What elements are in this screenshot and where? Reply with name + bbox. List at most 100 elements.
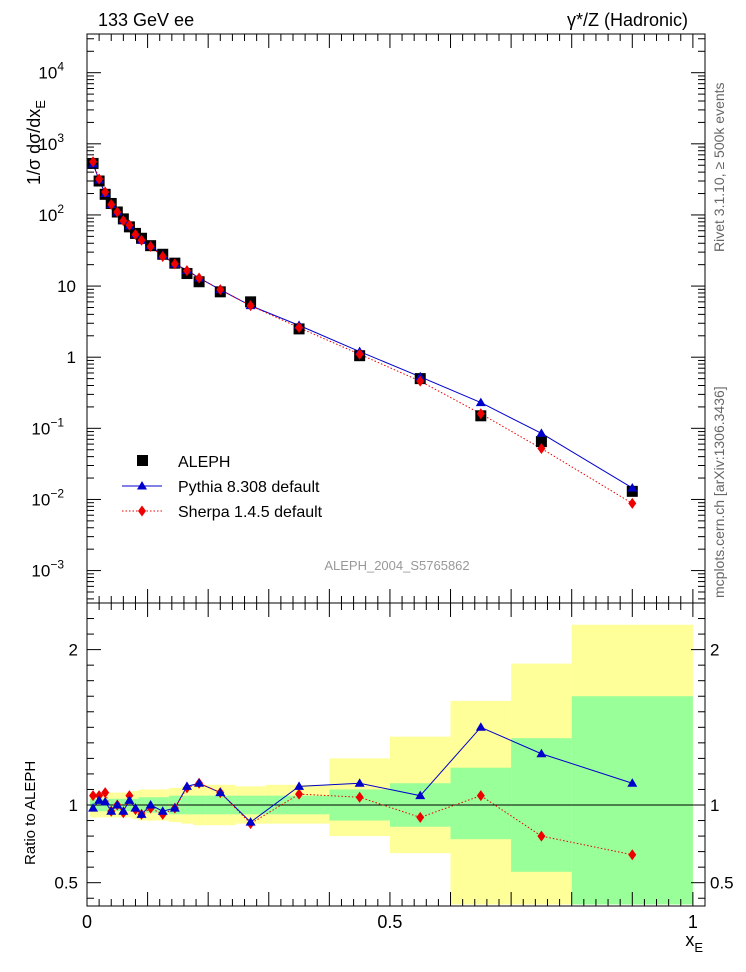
legend-label-aleph: ALEPH (178, 454, 230, 471)
sherpa-point (216, 284, 225, 296)
pythia-ratio-point (88, 803, 99, 812)
sherpa-line (92, 161, 633, 504)
pythia-ratio-point (415, 790, 426, 800)
pythia-ratio-point (124, 795, 135, 804)
ratio-y-tick-label: 2 (69, 641, 78, 660)
sherpa-point (158, 251, 167, 263)
sherpa-point (182, 265, 191, 277)
pythia-ratio-point (130, 803, 141, 812)
x-tick-label: 0 (82, 912, 92, 932)
ratio-frame (86, 602, 706, 907)
pythia-point (627, 482, 638, 492)
pythia-ratio-point (181, 781, 192, 790)
pythia-ratio-point (194, 778, 205, 787)
main-y-tick-label: 10−2 (31, 486, 64, 509)
x-axis-label: xE (685, 930, 703, 955)
sherpa-point (416, 375, 425, 387)
sherpa-point (295, 322, 304, 334)
pythia-ratio-point (118, 806, 129, 815)
pythia-point (536, 428, 547, 437)
sherpa-ratio-point (101, 787, 110, 799)
pythia-ratio-point (136, 809, 147, 818)
process-label: γ*/Z (Hadronic) (567, 10, 688, 30)
main-y-tick-label: 10−1 (31, 415, 64, 438)
legend-item-aleph: ALEPH (137, 454, 230, 471)
legend-marker-sherpa (138, 505, 146, 517)
pythia-point (475, 397, 486, 407)
pythia-ratio-point (475, 722, 486, 731)
sherpa-point (101, 186, 110, 198)
ratio-y-axis-label: Ratio to ALEPH (22, 761, 39, 865)
pythia-ratio-point (106, 806, 117, 815)
legend-item-sherpa: Sherpa 1.4.5 default (122, 504, 323, 521)
ratio-axes: 0 0.5 10.5 0.51 12 2 (54, 603, 734, 932)
ratio-y-tick-label-right: 0.5 (710, 874, 734, 893)
main-y-tick-label: 10 (57, 277, 76, 296)
sherpa-point (119, 215, 128, 227)
pythia-line (92, 163, 633, 489)
rivet-version-label: Rivet 3.1.10, ≥ 500k events (711, 82, 727, 252)
pythia-ratio-point (145, 800, 156, 809)
sherpa-point (146, 241, 155, 253)
legend-marker-aleph (137, 455, 148, 466)
pythia-ratio-point (536, 748, 547, 758)
sherpa-ratio-point (628, 849, 637, 861)
analysis-id-label: ALEPH_2004_S5765862 (324, 558, 469, 573)
sherpa-point (89, 156, 98, 168)
sherpa-point (125, 219, 134, 231)
main-y-tick-label: 104 (38, 60, 64, 83)
sherpa-point (628, 497, 637, 509)
ratio-y-tick-label-right: 2 (710, 641, 719, 660)
legend-label-sherpa: Sherpa 1.4.5 default (178, 504, 323, 521)
ratio-y-tick-label-right: 1 (710, 796, 719, 815)
ratio-data-marks (88, 722, 638, 861)
sherpa-point (107, 199, 116, 211)
aleph-point (535, 436, 547, 448)
main-y-tick-label: 1 (67, 348, 76, 367)
main-y-tick-label: 102 (38, 202, 64, 225)
sherpa-point (131, 229, 140, 241)
pythia-ratio-point (157, 806, 168, 815)
inner-uncertainty-band (450, 767, 512, 840)
sherpa-point (95, 173, 104, 185)
ratio-panel: 0 0.5 10.5 0.51 12 2 Ratio to ALEPH (22, 602, 734, 932)
pythia-ratio-point (294, 781, 305, 790)
sherpa-ratio-point (537, 830, 546, 842)
sherpa-point (476, 408, 485, 420)
sherpa-ratio-line (93, 782, 633, 856)
pythia-ratio-point (112, 800, 123, 809)
ratio-y-tick-label: 0.5 (54, 874, 78, 893)
legend-item-pythia: Pythia 8.308 default (122, 479, 320, 496)
pythia-ratio-point (100, 796, 111, 806)
sherpa-point (170, 258, 179, 270)
ratio-y-tick-label: 1 (69, 796, 78, 815)
sherpa-point (537, 443, 546, 455)
legend: ALEPH Pythia 8.308 default Sherpa 1.4.5 … (122, 454, 323, 521)
mcplots-reference-label: mcplots.cern.ch [arXiv:1306.3436] (711, 386, 727, 598)
main-data-marks (87, 156, 638, 509)
sherpa-point (195, 272, 204, 284)
sherpa-point (137, 234, 146, 246)
sherpa-point (246, 300, 255, 312)
pythia-ratio-point (245, 817, 256, 826)
main-y-tick-label: 10−3 (31, 558, 64, 581)
pythia-ratio-point (627, 778, 638, 787)
sherpa-ratio-point (355, 791, 364, 803)
pythia-ratio-point (169, 803, 180, 812)
sherpa-point (113, 206, 122, 218)
x-tick-label: 1 (688, 912, 698, 932)
inner-uncertainty-band (571, 696, 693, 905)
sherpa-ratio-point (416, 811, 425, 823)
pythia-ratio-point (215, 787, 226, 797)
sherpa-ratio-point (476, 790, 485, 802)
sherpa-ratio-point (89, 790, 98, 802)
legend-label-pythia: Pythia 8.308 default (178, 479, 320, 496)
energy-label: 133 GeV ee (98, 10, 194, 30)
sherpa-point (355, 348, 364, 360)
pythia-ratio-point (94, 795, 105, 804)
legend-marker-pythia (137, 481, 147, 490)
pythia-ratio-point (354, 778, 365, 787)
